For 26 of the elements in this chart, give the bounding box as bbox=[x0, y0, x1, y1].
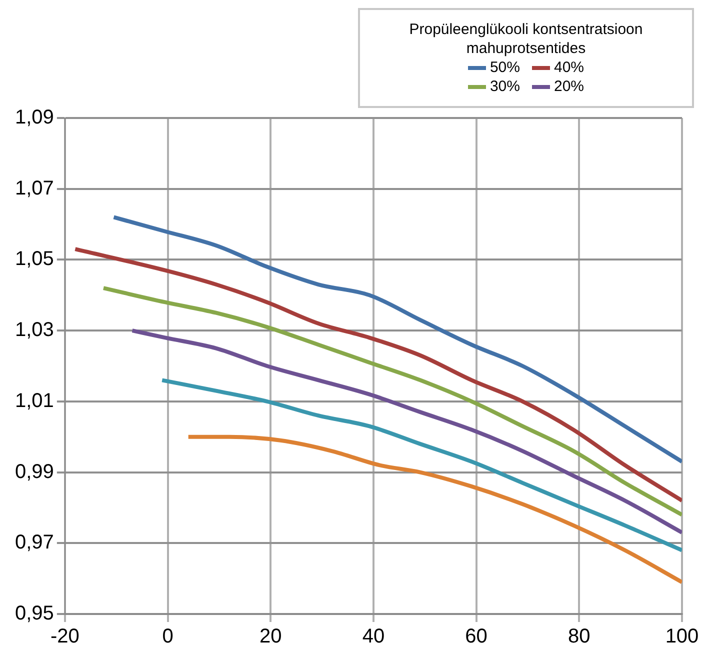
line-series bbox=[160, 378, 682, 552]
legend-label: 20% bbox=[554, 77, 584, 96]
x-tick-label: 40 bbox=[362, 626, 385, 648]
x-tick-label: 20 bbox=[259, 626, 282, 648]
line-series bbox=[112, 215, 682, 464]
line-series bbox=[186, 434, 682, 584]
x-tick-label: 60 bbox=[465, 626, 488, 648]
y-tick-label: 0,99 bbox=[14, 460, 54, 483]
y-tick-label: 1,09 bbox=[14, 106, 54, 129]
y-tick-label: 1,07 bbox=[14, 177, 54, 200]
x-tick-label: -20 bbox=[50, 626, 80, 648]
y-tick-label: 0,95 bbox=[14, 602, 54, 625]
y-tick-label: 1,01 bbox=[14, 390, 54, 412]
y-tick-label: 1,03 bbox=[14, 319, 54, 342]
x-tick-label: 0 bbox=[162, 626, 174, 648]
x-tick-label: 100 bbox=[665, 626, 699, 648]
y-tick-label: 0,97 bbox=[14, 532, 54, 554]
legend-title: Propüleenglükooli kontsentratsioon mahuprotsentides bbox=[408, 20, 644, 58]
line-series bbox=[101, 286, 682, 517]
y-tick-label: 1,05 bbox=[14, 248, 54, 270]
line-series bbox=[73, 247, 682, 503]
legend-label: 40% bbox=[554, 58, 584, 77]
legend-label: 50% bbox=[490, 58, 520, 77]
line-series bbox=[130, 328, 682, 535]
legend-label: 30% bbox=[490, 77, 520, 96]
x-tick-label: 80 bbox=[568, 626, 590, 648]
